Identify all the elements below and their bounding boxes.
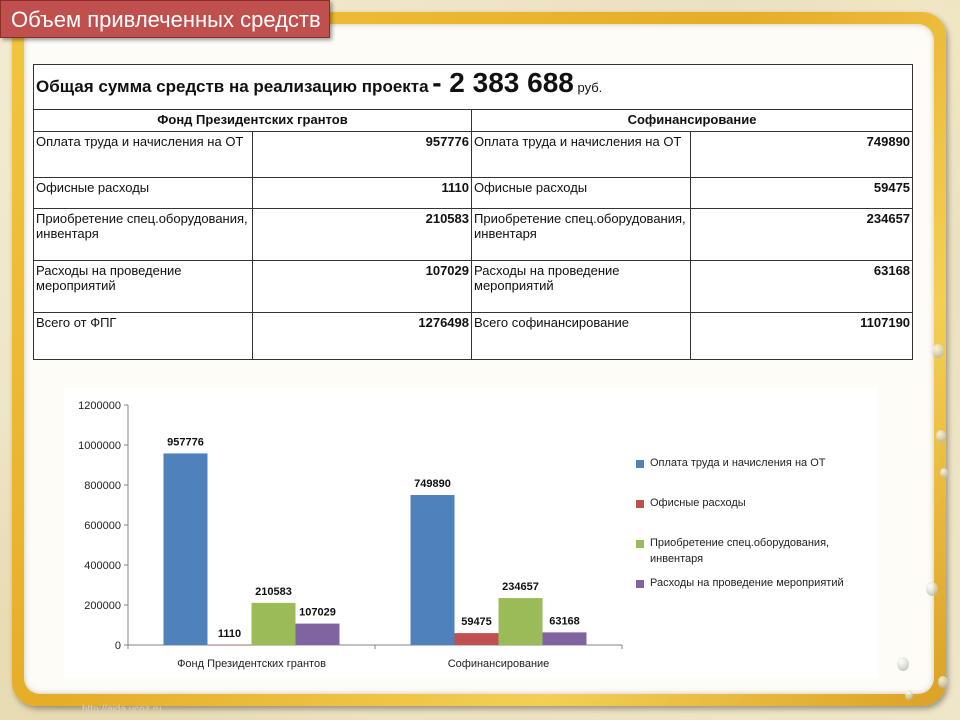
row-label: Всего от ФПГ — [33, 312, 253, 360]
water-drop-decoration — [938, 676, 948, 688]
column-header-row: Фонд Президентских грантов Софинансирова… — [33, 109, 914, 132]
legend-swatch — [636, 460, 644, 468]
legend-label: Расходы на проведение мероприятий — [650, 577, 844, 589]
legend-item: Приобретение спец.оборудования, инвентар… — [634, 535, 884, 575]
table-row: Всего от ФПГ 1276498 Всего софинансирова… — [33, 312, 914, 360]
row-value: 1110 — [252, 177, 472, 209]
total-value: - 2 383 688 — [432, 67, 574, 98]
table-row: Офисные расходы 1110 Офисные расходы 594… — [33, 177, 914, 209]
water-drop-decoration — [932, 344, 944, 358]
water-drop-decoration — [940, 468, 948, 478]
row-label: Расходы на проведение мероприятий — [471, 260, 691, 313]
column-header-cofinancing: Софинансирование — [470, 109, 914, 132]
legend-item: Офисные расходы — [634, 495, 884, 535]
legend-swatch — [636, 580, 644, 588]
row-label: Всего софинансирование — [471, 312, 691, 360]
legend-label: Офисные расходы — [650, 497, 746, 509]
watermark-url: http://aida.ucoz.ru — [82, 704, 162, 715]
row-label: Приобретение спец.оборудования, инвентар… — [33, 208, 253, 261]
water-drop-decoration — [905, 690, 913, 700]
row-label: Оплата труда и начисления на ОТ — [33, 131, 253, 178]
legend-label: Приобретение спец.оборудования, инвентар… — [650, 537, 830, 565]
legend-swatch — [636, 540, 644, 548]
row-label: Расходы на проведение мероприятий — [33, 260, 253, 313]
water-drop-decoration — [926, 582, 938, 596]
total-row: Общая сумма средств на реализацию проект… — [32, 64, 914, 110]
row-value: 1276498 — [252, 312, 472, 360]
row-label: Оплата труда и начисления на ОТ — [471, 131, 691, 178]
row-value: 749890 — [689, 131, 914, 178]
row-value: 957776 — [252, 131, 472, 178]
row-value: 234657 — [689, 208, 914, 261]
row-value: 1107190 — [689, 312, 914, 360]
table-row: Расходы на проведение мероприятий 107029… — [33, 260, 914, 313]
row-value: 210583 — [252, 208, 472, 261]
row-label: Приобретение спец.оборудования, инвентар… — [471, 208, 691, 261]
legend-swatch — [636, 500, 644, 508]
water-drop-decoration — [897, 657, 909, 671]
legend-item: Расходы на проведение мероприятий — [634, 575, 884, 615]
slide-title: Объем привлеченных средств — [0, 0, 330, 38]
row-label: Офисные расходы — [471, 177, 691, 209]
row-value: 59475 — [689, 177, 914, 209]
water-drop-decoration — [936, 430, 946, 442]
total-cell: Общая сумма средств на реализацию проект… — [32, 64, 914, 110]
legend-label: Оплата труда и начисления на ОТ — [650, 457, 826, 469]
table-row: Оплата труда и начисления на ОТ 957776 О… — [33, 131, 914, 178]
budget-table: Общая сумма средств на реализацию проект… — [32, 64, 914, 360]
row-label: Офисные расходы — [33, 177, 253, 209]
row-value: 107029 — [252, 260, 472, 313]
total-label: Общая сумма средств на реализацию проект… — [36, 77, 429, 96]
legend-item: Оплата труда и начисления на ОТ — [634, 455, 884, 495]
column-header-fpg: Фонд Президентских грантов — [33, 109, 472, 132]
row-value: 63168 — [689, 260, 914, 313]
table-row: Приобретение спец.оборудования, инвентар… — [33, 208, 914, 261]
chart-legend: Оплата труда и начисления на ОТ Офисные … — [634, 455, 884, 615]
total-unit: руб. — [577, 80, 603, 95]
